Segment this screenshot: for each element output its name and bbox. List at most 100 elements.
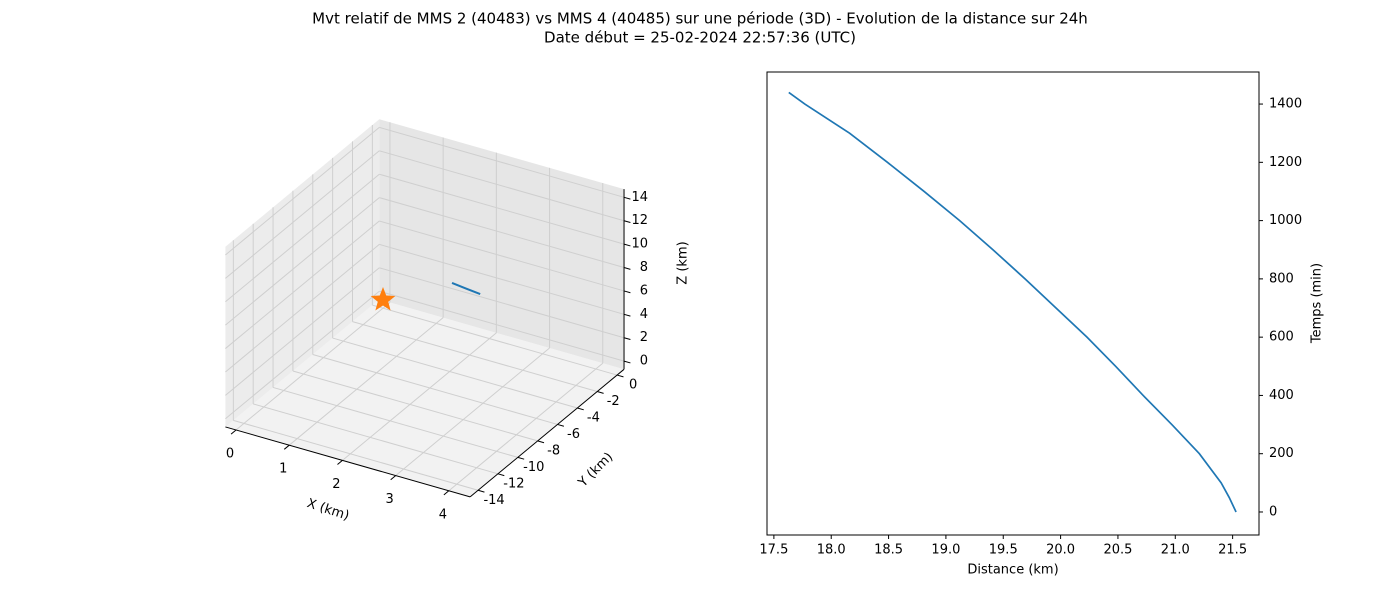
grid-line: [379, 173, 625, 245]
grid-line: [235, 302, 391, 431]
y-tick-label: 0: [1269, 504, 1277, 519]
grid-line: [225, 127, 380, 256]
z-tick-label: 10: [631, 237, 648, 252]
x-axis-label: Distance (km): [967, 563, 1058, 578]
grid-line: [312, 354, 558, 425]
x-tick-label: 19.5: [989, 543, 1018, 558]
tick-mark: [597, 391, 604, 394]
y-tick-label: 1400: [1269, 97, 1302, 112]
grid-line: [352, 321, 598, 393]
tick-mark: [577, 407, 584, 411]
grid-line: [225, 150, 380, 279]
grid-line: [225, 290, 380, 420]
grid-line: [379, 197, 625, 268]
tick-mark: [230, 429, 237, 435]
grid-line: [448, 362, 604, 492]
x-tick-label: 0: [226, 446, 234, 461]
grid-line: [272, 386, 518, 458]
grid-line: [342, 332, 497, 461]
grid-line: [292, 370, 538, 442]
title-line: Date début = 25-02-2024 22:57:36 (UTC): [544, 29, 856, 47]
y-tick-label: 0: [629, 378, 637, 393]
line: [788, 91, 1237, 513]
x-tick-label: 1: [279, 462, 287, 477]
tick-mark: [623, 267, 631, 270]
tick-mark: [537, 440, 545, 444]
x-tick-label: 18.5: [874, 543, 903, 558]
x-axis-label: X (km): [305, 496, 351, 524]
z-tick-label: 0: [640, 354, 648, 369]
grid-line: [379, 220, 625, 292]
y-tick-label: -2: [607, 394, 620, 409]
grid-line: [225, 197, 380, 326]
z-tick-label: 6: [640, 283, 648, 298]
y-axis-label: Y (km): [575, 450, 616, 491]
line: [451, 282, 481, 295]
pane: [225, 119, 380, 427]
tick-mark: [557, 423, 565, 427]
z-tick-label: 8: [640, 260, 648, 275]
axis-line: [469, 368, 625, 498]
z-tick-label: 4: [640, 307, 648, 322]
y-tick-label: -12: [503, 476, 524, 491]
x-tick-label: 2: [332, 477, 340, 492]
grid-line: [225, 267, 380, 396]
y-tick-label: -4: [587, 410, 600, 425]
grid-line: [379, 150, 625, 222]
y-tick-label: -14: [483, 493, 504, 508]
pane: [379, 119, 625, 370]
z-tick-label: 12: [631, 213, 648, 228]
y-tick-label: 800: [1269, 271, 1294, 286]
grid-line: [379, 243, 625, 315]
tick-mark: [616, 374, 624, 378]
x-tick-label: 20.0: [1046, 543, 1075, 558]
plot-frame: [766, 71, 1260, 536]
tick-mark: [623, 337, 631, 341]
tick-mark: [337, 460, 343, 465]
grid-line: [395, 347, 550, 476]
x-tick-label: 3: [385, 492, 393, 507]
tick-mark: [477, 489, 485, 493]
x-tick-label: 17.5: [759, 543, 788, 558]
y-tick-label: 1200: [1269, 155, 1302, 170]
grid-line: [225, 244, 380, 373]
z-axis-label: Z (km): [676, 241, 691, 284]
tick-mark: [623, 313, 631, 317]
axis-line: [225, 426, 471, 498]
y-tick-label: 600: [1269, 330, 1294, 345]
grid-line: [225, 173, 380, 303]
x-tick-label: 21.5: [1218, 543, 1247, 558]
x-tick-label: 4: [439, 507, 447, 522]
y-tick-label: -8: [547, 443, 560, 458]
grid-line: [233, 419, 479, 491]
grid-line: [253, 403, 499, 475]
grid-line: [379, 126, 625, 198]
y-tick-label: 200: [1269, 446, 1294, 461]
tick-mark: [623, 360, 631, 364]
tick-mark: [623, 196, 631, 200]
z-tick-label: 14: [631, 190, 648, 205]
y-axis-label: Temps (min): [1310, 263, 1325, 344]
title-line: Mvt relatif de MMS 2 (40483) vs MMS 4 (4…: [312, 10, 1088, 28]
x-tick-label: 19.0: [931, 543, 960, 558]
y-tick-label: 400: [1269, 388, 1294, 403]
tick-mark: [623, 290, 631, 294]
y-tick-label: -6: [567, 427, 580, 442]
y-tick-label: -10: [523, 460, 544, 475]
grid-line: [372, 304, 618, 376]
x-tick-label: 18.0: [817, 543, 846, 558]
tick-mark: [443, 490, 450, 496]
tick-mark: [390, 475, 396, 481]
grid-line: [288, 317, 444, 446]
grid-line: [379, 290, 625, 362]
z-tick-label: 2: [640, 330, 648, 345]
marker: [370, 287, 396, 311]
x-tick-label: 21.0: [1161, 543, 1190, 558]
tick-mark: [517, 456, 525, 460]
grid-line: [332, 337, 578, 409]
grid-line: [225, 220, 380, 349]
y-tick-label: 1000: [1269, 213, 1302, 228]
tick-mark: [497, 473, 505, 477]
tick-mark: [623, 220, 631, 224]
